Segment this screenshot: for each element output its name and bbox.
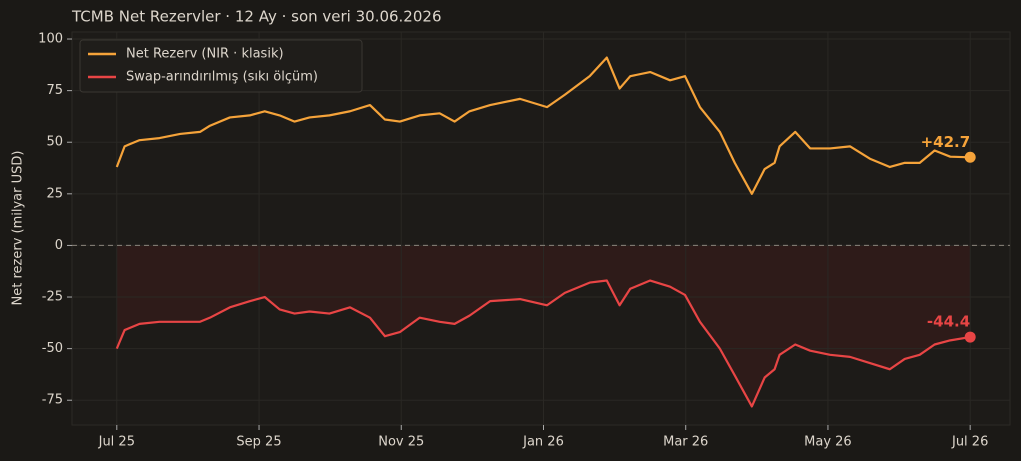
value-label: +42.7 [921,133,971,151]
x-tick-label: Jul 26 [951,435,988,450]
x-tick-label: Jan 26 [522,435,564,450]
y-tick-label: 100 [38,32,63,47]
y-tick-label: 50 [46,135,63,150]
x-tick-label: May 26 [804,435,852,450]
line [115,56,971,195]
end-point [964,151,976,163]
y-tick-label: 75 [46,83,63,98]
legend [79,39,363,93]
x-tick-label: Mar 26 [663,435,708,450]
area [116,245,971,407]
legend-label: Swap-arındırılmış (sıkı ölçüm) [126,70,318,85]
legend-label: Net Rezerv (NIR · klasik) [126,47,284,62]
end-point [964,331,976,343]
y-tick-label: 0 [55,238,63,253]
y-tick-label: -50 [42,341,63,356]
y-tick-label: -75 [42,393,63,408]
x-tick-label: Sep 25 [236,435,281,450]
line [115,279,971,408]
plot-area [71,31,1011,426]
value-label: -44.4 [927,313,970,331]
y-axis-label: Net rezerv (milyar USD) [11,151,26,306]
y-tick-label: 25 [46,186,63,201]
y-tick-label: -25 [42,290,63,305]
chart-title: TCMB Net Rezervler · 12 Ay · son veri 30… [71,8,442,26]
x-tick-label: Nov 25 [378,435,424,450]
x-tick-label: Jul 25 [98,435,135,450]
